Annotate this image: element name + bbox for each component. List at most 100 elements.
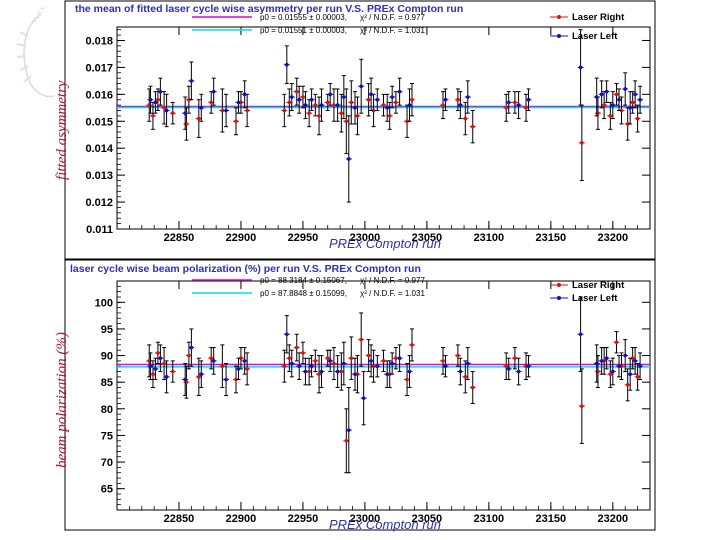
data-point — [325, 100, 330, 105]
plot-frame — [116, 26, 651, 230]
data-point — [335, 103, 340, 107]
data-point — [282, 108, 287, 113]
data-point — [285, 332, 289, 337]
data-point — [390, 361, 394, 366]
data-point — [405, 377, 409, 382]
data-point — [309, 97, 314, 102]
y-tick-label: 0.011 — [86, 224, 113, 236]
data-point — [170, 111, 175, 115]
y-tick-label: 95 — [101, 324, 113, 336]
university-seal-watermark: SYRACUSE — [16, 6, 56, 98]
data-point — [397, 356, 402, 361]
y-tick-label: 70 — [101, 457, 113, 469]
panel-frame — [64, 259, 656, 531]
data-point — [397, 89, 402, 94]
data-point — [287, 100, 292, 105]
data-point — [617, 364, 621, 369]
data-point — [625, 122, 630, 126]
x-tick-label: 22900 — [226, 232, 257, 244]
data-point — [346, 157, 351, 161]
chart-title: the mean of fitted laser cycle wise asym… — [75, 3, 463, 15]
data-point — [289, 95, 294, 99]
legend-label: Laser Left — [572, 31, 618, 42]
chart-panel-0: the mean of fitted laser cycle wise asym… — [64, 0, 656, 260]
data-point — [407, 369, 412, 374]
data-point — [301, 351, 305, 355]
data-point — [604, 356, 609, 361]
x-tick-label: 22850 — [164, 232, 195, 244]
fit-chi2-label: χ² / N.D.F. = 1.031 — [360, 26, 425, 35]
data-point — [242, 92, 247, 97]
data-point — [633, 359, 637, 363]
top-y-axis-title: fitted asymmetry — [54, 80, 70, 180]
data-point — [156, 97, 160, 102]
data-point — [151, 114, 155, 118]
data-point — [236, 367, 241, 371]
y-tick-label: 0.012 — [85, 197, 113, 209]
data-point — [594, 95, 599, 99]
data-point — [297, 97, 302, 102]
data-point — [458, 103, 463, 107]
y-tick-label: 100 — [95, 297, 113, 309]
data-point — [608, 114, 613, 118]
x-tick-label: 23150 — [536, 232, 567, 244]
data-point — [635, 116, 640, 121]
data-point — [375, 97, 380, 102]
data-point — [245, 108, 249, 113]
plot-frame — [116, 280, 651, 511]
data-point — [317, 114, 321, 118]
data-point — [220, 108, 225, 113]
data-point — [353, 106, 357, 110]
y-tick-label: 90 — [101, 351, 113, 363]
y-tick-label: 85 — [101, 377, 113, 389]
data-point — [513, 356, 517, 361]
data-point — [162, 106, 166, 110]
y-tick-label: 80 — [101, 404, 113, 416]
data-point — [359, 337, 363, 342]
data-point — [628, 372, 632, 376]
data-point — [209, 100, 214, 105]
data-point — [344, 119, 349, 124]
data-point — [170, 369, 175, 374]
x-tick-label: 23050 — [412, 232, 443, 244]
data-point — [578, 332, 583, 337]
series-laser-right — [146, 77, 641, 182]
data-point — [289, 361, 294, 366]
data-point — [638, 97, 642, 102]
data-point — [625, 383, 630, 387]
legend-swatch-marker — [557, 296, 561, 300]
data-point — [361, 396, 366, 400]
data-point — [463, 116, 468, 121]
data-point — [319, 103, 324, 107]
data-point — [187, 97, 191, 102]
data-point — [328, 359, 333, 363]
data-point — [456, 353, 460, 358]
x-tick-label: 22850 — [164, 513, 195, 525]
data-point — [285, 62, 289, 67]
data-point — [407, 103, 412, 107]
data-point — [359, 84, 363, 89]
legend-swatch-marker — [557, 15, 561, 19]
x-axis-title: PREx Compton run — [329, 517, 441, 532]
legend-label: Laser Right — [572, 12, 625, 23]
data-point — [602, 103, 606, 107]
data-point — [183, 377, 187, 382]
data-point — [164, 375, 169, 379]
data-point — [504, 364, 509, 369]
x-tick-label: 22950 — [288, 513, 319, 525]
legend-label: Laser Left — [572, 293, 618, 304]
data-point — [506, 100, 511, 105]
data-point — [158, 356, 163, 361]
x-tick-label: 23150 — [536, 513, 567, 525]
data-point — [301, 95, 305, 99]
data-point — [456, 97, 460, 102]
data-point — [619, 108, 624, 113]
data-point — [183, 111, 187, 115]
data-point — [349, 100, 354, 105]
data-point — [151, 372, 155, 376]
data-point — [405, 119, 409, 124]
x-tick-label: 23050 — [412, 513, 443, 525]
data-point — [410, 97, 414, 102]
data-point — [524, 106, 528, 110]
